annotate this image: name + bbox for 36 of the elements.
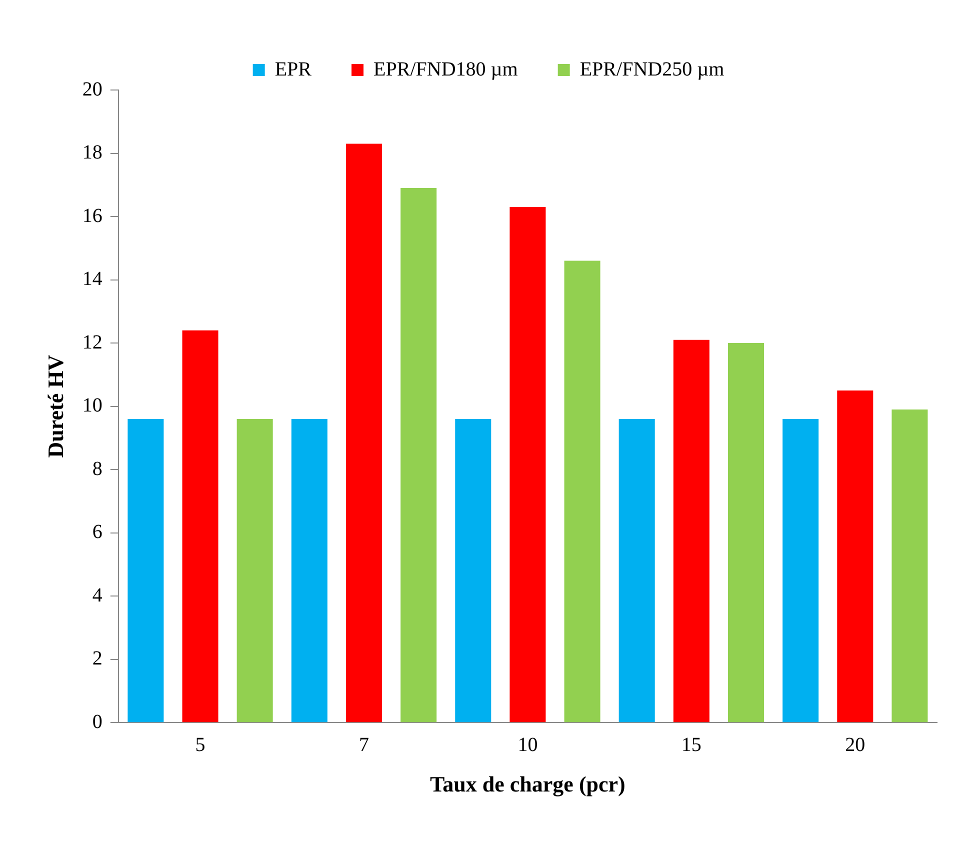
bar: [128, 418, 164, 722]
y-tick-label: 20: [82, 78, 102, 100]
bar: [455, 418, 492, 722]
bar: [346, 144, 382, 722]
bar: [182, 330, 218, 722]
y-tick-label: 2: [92, 648, 102, 670]
bar: [728, 343, 764, 722]
bar: [673, 340, 710, 722]
y-axis-title: Dureté HV: [42, 354, 68, 458]
legend-label: EPR/FND250 µm: [580, 58, 725, 80]
y-tick-label: 16: [82, 204, 102, 227]
bar: [510, 207, 546, 722]
x-tick-label: 7: [358, 734, 369, 756]
y-tick-label: 12: [82, 331, 102, 354]
legend-label: EPR: [274, 58, 312, 80]
y-tick-label: 18: [82, 142, 102, 164]
y-tick-label: 8: [92, 458, 102, 480]
y-tick-label: 4: [92, 584, 102, 606]
bar: [400, 188, 437, 722]
bar: [892, 409, 928, 722]
bar: [291, 418, 328, 722]
x-tick-label: 10: [518, 734, 538, 756]
bar: [564, 260, 600, 722]
y-tick-label: 0: [92, 710, 102, 733]
bar: [837, 390, 874, 722]
y-tick-label: 14: [82, 268, 102, 290]
y-tick-label: 6: [92, 521, 102, 544]
y-tick-label: 10: [82, 394, 102, 417]
x-axis-title: Taux de charge (pcr): [430, 771, 626, 796]
x-tick-label: 20: [845, 734, 866, 756]
bar: [618, 418, 655, 722]
legend-label: EPR/FND180 µm: [374, 58, 518, 80]
x-tick-label: 15: [681, 734, 702, 756]
x-tick-label: 5: [195, 734, 206, 756]
bar: [236, 418, 273, 722]
bar: [782, 418, 819, 722]
